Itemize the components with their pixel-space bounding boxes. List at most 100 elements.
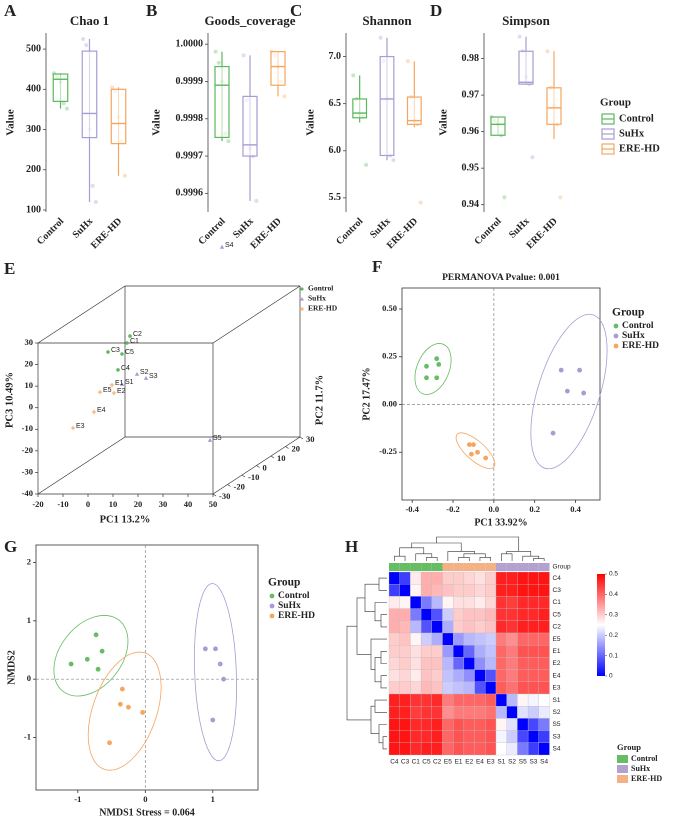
heatmap-cell	[399, 742, 411, 756]
sample-point	[241, 53, 246, 58]
heatmap-cell	[463, 718, 475, 731]
group-annotation	[453, 563, 464, 571]
heatmap-cell	[527, 571, 539, 585]
x-tick-label: 0.2	[529, 504, 540, 514]
dendrogram	[479, 557, 491, 561]
heatmap-cell	[495, 693, 507, 707]
heatmap-cell	[399, 596, 411, 609]
y-tick-label: 2	[27, 556, 31, 566]
point-label: C1	[130, 338, 139, 345]
heatmap-cell	[420, 742, 432, 756]
heatmap-cell	[410, 632, 422, 646]
heatmap-cell	[538, 657, 550, 670]
heatmap-cell	[538, 693, 550, 707]
x-tick-label: 0	[143, 794, 147, 804]
box-edge	[212, 285, 301, 344]
heatmap-cell	[538, 584, 550, 597]
point-label: S4	[225, 242, 234, 249]
heatmap-cell	[399, 718, 411, 731]
dendrogram	[374, 657, 381, 683]
point	[471, 442, 476, 448]
dendrogram	[399, 547, 425, 557]
heatmap-cell	[495, 608, 507, 621]
heatmap-cell	[453, 571, 465, 585]
heatmap-cell	[474, 584, 486, 597]
heatmap-cell	[453, 742, 465, 756]
heatmap-cell	[474, 693, 486, 707]
heatmap-cell	[420, 608, 432, 621]
heatmap-cell	[474, 571, 486, 585]
heatmap-cell	[517, 718, 529, 731]
heatmap-cell	[431, 669, 443, 682]
heatmap-cell	[463, 730, 475, 743]
heatmap-cell	[453, 608, 465, 621]
box	[242, 95, 258, 157]
legend-label: Control	[631, 754, 658, 763]
sample-point	[216, 60, 221, 65]
group-annotation	[538, 563, 550, 571]
heatmap-cell	[463, 632, 475, 646]
legend-label: ERE-HD	[278, 611, 315, 621]
y-tick-label: 0.50	[382, 303, 397, 313]
heatmap-cell	[506, 571, 518, 585]
point-label: S2	[140, 369, 149, 376]
colorbar-label: 0.4	[609, 591, 618, 598]
heatmap-cell	[517, 693, 529, 707]
dendrogram	[447, 551, 475, 561]
heatmap-cell	[388, 742, 400, 756]
y-tick-label: 0.9999	[176, 76, 204, 87]
dendrogram	[458, 557, 470, 561]
heatmap-cell	[463, 608, 475, 621]
heatmap-cell	[431, 620, 443, 634]
panel-letter: H	[345, 537, 358, 556]
point-label: E4	[97, 407, 106, 414]
dendrogram	[411, 542, 462, 552]
col-label: E4	[476, 759, 484, 766]
y-tick-label: -20	[234, 481, 245, 491]
heatmap-cell	[495, 645, 507, 658]
point-label: E2	[117, 388, 126, 395]
point	[106, 350, 110, 354]
heatmap-cell	[399, 730, 411, 743]
point	[134, 371, 140, 376]
heatmap-cell	[420, 718, 432, 731]
row-label: E5	[553, 636, 561, 643]
sample-point	[502, 195, 507, 200]
heatmap-cell	[453, 693, 465, 707]
heatmap-cell	[463, 620, 475, 634]
heatmap-cell	[527, 669, 539, 682]
sample-point	[517, 34, 522, 39]
heatmap-cell	[420, 681, 432, 695]
heatmap-cell	[388, 620, 400, 634]
heatmap-cell	[506, 596, 518, 609]
heatmap-cell	[420, 730, 432, 743]
heatmap-cell	[538, 571, 550, 585]
box	[270, 51, 286, 86]
row-label: S3	[553, 733, 561, 740]
point	[109, 382, 115, 388]
heatmap-cell	[399, 706, 411, 719]
y-tick-label: 0.97	[462, 89, 480, 100]
heatmap-cell	[527, 693, 539, 707]
heatmap-cell	[453, 669, 465, 682]
col-label: E1	[455, 759, 463, 766]
dendrogram	[370, 638, 387, 670]
group-annotation	[528, 563, 539, 571]
point-label: C5	[125, 349, 134, 356]
y-tick-label: 0	[263, 462, 267, 472]
heatmap-cell	[517, 620, 529, 634]
sample-point	[93, 199, 98, 204]
legend-marker	[269, 593, 275, 599]
legend-marker	[613, 343, 619, 349]
heatmap-cell	[506, 742, 518, 756]
heatmap-cell	[485, 571, 497, 585]
dendrogram	[380, 614, 387, 628]
x-tick-label: 40	[184, 499, 193, 509]
y-tick-label: 0.94	[462, 199, 480, 210]
panel-letter: G	[4, 537, 17, 556]
panel-letter: D	[430, 1, 442, 20]
colorbar-label: 0	[609, 673, 613, 680]
heatmap-cell	[431, 608, 443, 621]
confidence-ellipse	[414, 343, 452, 395]
point	[202, 646, 208, 652]
